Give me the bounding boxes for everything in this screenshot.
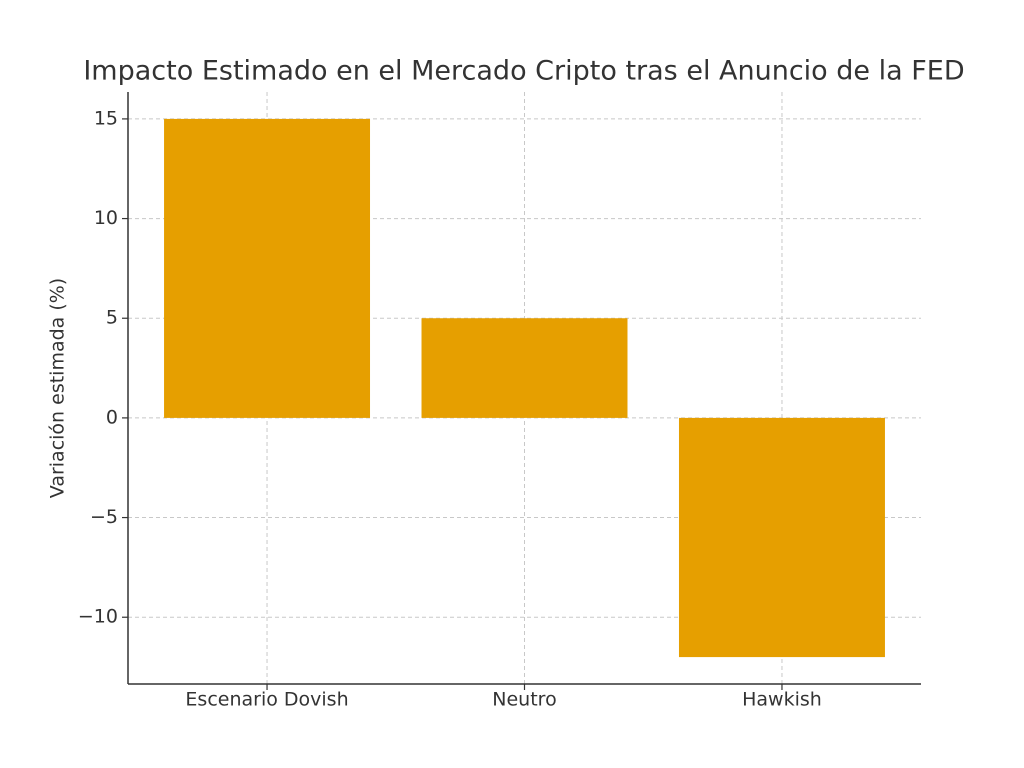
bar	[164, 118, 371, 418]
bar	[678, 417, 885, 658]
y-tick-label: −5	[90, 506, 118, 528]
y-tick-label: −10	[78, 606, 118, 628]
y-tick-label: 5	[106, 307, 118, 329]
bar	[421, 318, 628, 418]
y-axis-label: Variación estimada (%)	[47, 278, 69, 498]
x-tick-label: Escenario Dovish	[185, 689, 348, 711]
x-tick-label: Neutro	[492, 689, 556, 711]
y-tick-label: 15	[94, 107, 118, 129]
y-tick-label: 10	[94, 207, 118, 229]
x-tick-label: Hawkish	[742, 689, 822, 711]
chart-title: Impacto Estimado en el Mercado Cripto tr…	[83, 56, 964, 87]
y-tick-label: 0	[106, 406, 118, 428]
